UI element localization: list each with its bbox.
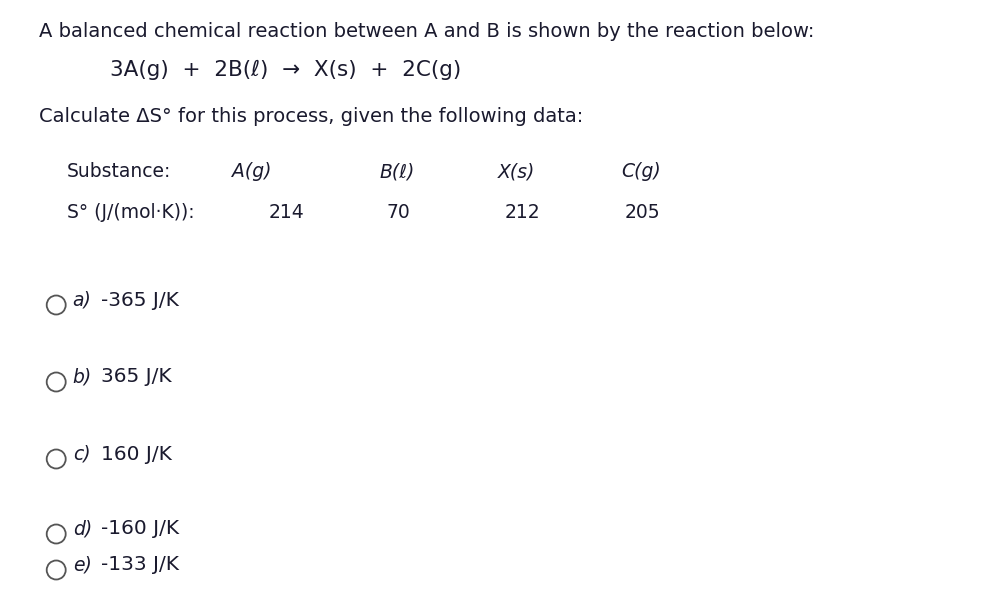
Text: 365 J/K: 365 J/K — [101, 368, 172, 386]
Text: c): c) — [73, 444, 91, 464]
Text: Substance:: Substance: — [67, 162, 172, 181]
Text: B(ℓ): B(ℓ) — [380, 162, 415, 181]
Text: S° (J/(mol·K)):: S° (J/(mol·K)): — [67, 203, 194, 222]
Text: -160 J/K: -160 J/K — [101, 519, 178, 539]
Text: X(s): X(s) — [498, 162, 535, 181]
Text: 160 J/K: 160 J/K — [101, 444, 172, 464]
Text: 205: 205 — [624, 203, 660, 222]
Text: Calculate ΔS° for this process, given the following data:: Calculate ΔS° for this process, given th… — [39, 107, 584, 126]
Text: 70: 70 — [387, 203, 410, 222]
Text: e): e) — [73, 555, 92, 574]
Text: A balanced chemical reaction between A and B is shown by the reaction below:: A balanced chemical reaction between A a… — [39, 22, 814, 41]
Text: C(g): C(g) — [621, 162, 661, 181]
Text: b): b) — [73, 368, 92, 386]
Text: A(g): A(g) — [232, 162, 271, 181]
Text: 212: 212 — [505, 203, 540, 222]
Text: -133 J/K: -133 J/K — [101, 555, 178, 574]
Text: 3A(g)  +  2B(ℓ)  →  X(s)  +  2C(g): 3A(g) + 2B(ℓ) → X(s) + 2C(g) — [110, 60, 461, 80]
Text: d): d) — [73, 519, 92, 539]
Text: a): a) — [73, 291, 92, 310]
Text: 214: 214 — [268, 203, 304, 222]
Text: -365 J/K: -365 J/K — [101, 291, 178, 310]
